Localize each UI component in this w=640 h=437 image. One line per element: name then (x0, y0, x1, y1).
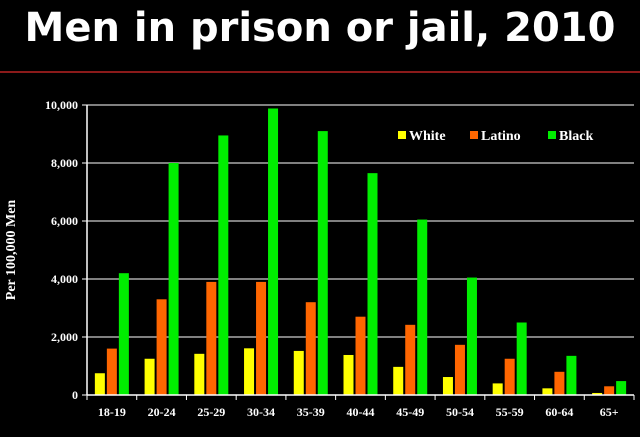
bar-white-65+ (592, 392, 603, 395)
bar-black-20-24 (168, 163, 179, 395)
y-tick-label: 4,000 (51, 272, 78, 286)
y-tick-label: 10,000 (45, 98, 78, 112)
bar-white-18-19 (94, 373, 105, 395)
x-tick-label: 60-64 (545, 405, 573, 419)
bar-white-40-44 (343, 354, 354, 395)
bar-black-40-44 (367, 173, 378, 395)
bar-white-35-39 (293, 350, 304, 395)
bar-latino-18-19 (106, 348, 117, 395)
bar-white-55-59 (492, 383, 503, 395)
bar-black-50-54 (466, 277, 477, 395)
legend-label-latino: Latino (481, 129, 521, 144)
bar-white-50-54 (442, 377, 453, 395)
x-tick-label: 20-24 (148, 405, 176, 419)
legend-swatch-black (548, 131, 556, 139)
bar-black-65+ (616, 381, 627, 395)
bar-white-45-49 (393, 366, 404, 395)
title-divider (0, 71, 640, 73)
bar-black-45-49 (417, 219, 428, 395)
y-tick-label: 8,000 (51, 156, 78, 170)
bar-latino-20-24 (156, 299, 167, 395)
slide-title: Men in prison or jail, 2010 (24, 5, 616, 51)
bar-latino-30-34 (256, 281, 267, 395)
y-tick-label: 6,000 (51, 214, 78, 228)
y-tick-label: 2,000 (51, 330, 78, 344)
legend-swatch-latino (470, 131, 478, 139)
legend-swatch-white (398, 131, 406, 139)
bar-white-20-24 (144, 358, 155, 395)
x-tick-label: 50-54 (446, 405, 474, 419)
legend-label-black: Black (559, 129, 593, 144)
bar-latino-35-39 (305, 302, 316, 395)
y-tick-label: 0 (72, 388, 78, 402)
x-tick-label: 55-59 (496, 405, 524, 419)
x-tick-label: 18-19 (98, 405, 126, 419)
bar-latino-55-59 (504, 358, 515, 395)
bar-latino-25-29 (206, 281, 217, 395)
bar-black-35-39 (317, 131, 328, 395)
bar-latino-50-54 (454, 344, 465, 395)
x-tick-label: 25-29 (197, 405, 225, 419)
bar-latino-60-64 (554, 371, 565, 395)
x-tick-label: 35-39 (297, 405, 325, 419)
x-tick-label: 45-49 (396, 405, 424, 419)
x-tick-label: 65+ (600, 405, 619, 419)
bar-white-60-64 (542, 388, 553, 395)
bar-latino-40-44 (355, 316, 366, 395)
x-tick-label: 30-34 (247, 405, 275, 419)
bar-black-55-59 (516, 322, 527, 395)
legend-label-white: White (409, 129, 446, 144)
y-axis-title: Per 100,000 Men (4, 200, 19, 301)
bar-black-18-19 (118, 273, 129, 395)
bar-latino-45-49 (405, 324, 416, 395)
bar-latino-65+ (604, 386, 615, 395)
bar-black-60-64 (566, 355, 577, 395)
bar-white-30-34 (244, 348, 255, 395)
x-tick-label: 40-44 (347, 405, 375, 419)
bar-white-25-29 (194, 353, 205, 395)
bar-black-25-29 (218, 135, 229, 395)
bar-black-30-34 (268, 108, 279, 395)
